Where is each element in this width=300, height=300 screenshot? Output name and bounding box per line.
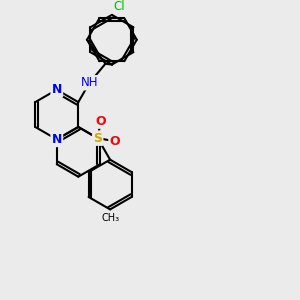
Text: N: N — [52, 83, 62, 96]
Text: NH: NH — [81, 76, 98, 89]
Text: N: N — [52, 133, 62, 146]
Text: CH₃: CH₃ — [101, 213, 119, 223]
Text: O: O — [110, 135, 120, 148]
Text: S: S — [93, 132, 102, 145]
Text: Cl: Cl — [114, 0, 125, 13]
Text: O: O — [95, 115, 106, 128]
